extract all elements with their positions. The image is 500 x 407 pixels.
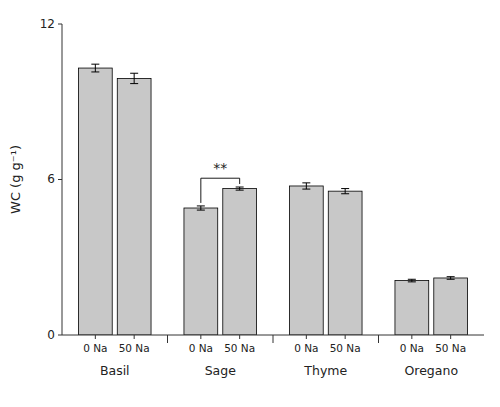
error-bar [408, 279, 416, 282]
category-label: Thyme [303, 363, 347, 378]
y-tick-label: 12 [40, 17, 55, 31]
bar [223, 189, 257, 335]
significance-label: ** [213, 160, 227, 176]
x-tick-label: 0 Na [294, 342, 318, 354]
x-tick [450, 335, 451, 339]
error-stem [345, 189, 346, 194]
x-tick [200, 335, 201, 339]
bar [78, 68, 112, 335]
category-label: Basil [100, 363, 130, 378]
x-tick [134, 335, 135, 339]
error-cap [91, 71, 99, 72]
error-cap [447, 276, 455, 277]
x-tick [411, 335, 412, 339]
chart: 0 6 12 WC (g g⁻¹) 0 Na 50 Na Basil 0 Na 50 Na Sag… [0, 0, 500, 407]
y-tick [58, 179, 62, 180]
bar [434, 278, 468, 335]
group-divider [273, 335, 274, 343]
group-divider [167, 335, 168, 343]
x-tick [345, 335, 346, 339]
error-cap [302, 182, 310, 183]
bracket-top [201, 178, 240, 179]
y-tick [58, 335, 62, 336]
error-bar [302, 183, 310, 189]
error-cap [341, 188, 349, 189]
y-tick-label: 6 [47, 172, 55, 186]
x-tick-label: 0 Na [400, 342, 424, 354]
category-label: Oregano [404, 363, 458, 378]
error-stem [306, 183, 307, 189]
x-tick-label: 50 Na [119, 342, 150, 354]
error-cap [130, 83, 138, 84]
x-tick-label: 50 Na [224, 342, 255, 354]
bar [184, 208, 218, 335]
x-tick-label: 0 Na [83, 342, 107, 354]
bar [289, 186, 323, 335]
error-cap [447, 279, 455, 280]
x-tick [306, 335, 307, 339]
x-tick-label: 0 Na [189, 342, 213, 354]
significance-bracket [201, 178, 240, 203]
y-axis-label: WC (g g⁻¹) [8, 145, 23, 214]
bar [117, 78, 151, 335]
error-cap [197, 205, 205, 206]
bracket-left [200, 178, 201, 203]
category-label: Sage [205, 363, 237, 378]
group-divider [378, 335, 379, 343]
bar [328, 191, 362, 335]
bracket-right [239, 178, 240, 184]
error-cap [408, 281, 416, 282]
error-cap [302, 189, 310, 190]
error-bar [197, 206, 205, 210]
bars [78, 64, 467, 335]
error-bar [130, 73, 138, 83]
x-tick-label: 50 Na [435, 342, 466, 354]
error-cap [197, 210, 205, 211]
error-cap [130, 73, 138, 74]
error-bar [91, 64, 99, 72]
x-tick-label: 50 Na [330, 342, 361, 354]
x-tick [95, 335, 96, 339]
error-cap [408, 279, 416, 280]
chart-container: 0 6 12 WC (g g⁻¹) 0 Na 50 Na Basil 0 Na 50 Na Sag… [0, 0, 500, 407]
error-stem [200, 206, 201, 210]
error-bar [341, 189, 349, 194]
error-cap [236, 190, 244, 191]
error-bar [447, 277, 455, 280]
error-cap [341, 193, 349, 194]
x-tick [239, 335, 240, 339]
error-bar [236, 187, 244, 190]
error-stem [134, 73, 135, 83]
error-cap [91, 64, 99, 65]
error-stem [95, 64, 96, 72]
bar [395, 281, 429, 335]
y-tick [58, 24, 62, 25]
y-tick-label: 0 [47, 328, 55, 342]
error-cap [236, 187, 244, 188]
